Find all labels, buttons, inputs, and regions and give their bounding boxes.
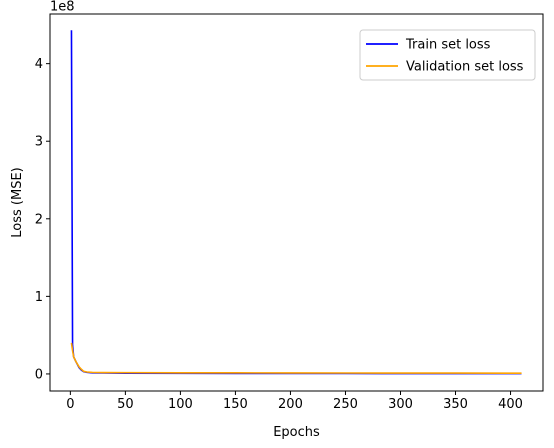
- x-tick-label: 50: [117, 397, 134, 412]
- x-tick-label: 250: [333, 397, 358, 412]
- legend-label-train: Train set loss: [405, 38, 491, 53]
- plot-frame: [49, 13, 544, 392]
- y-tick-label: 0: [35, 367, 43, 382]
- x-tick-label: 100: [168, 397, 193, 412]
- x-axis-label: Epochs: [273, 425, 320, 440]
- x-tick-label: 350: [443, 397, 468, 412]
- y-axis-label: Loss (MSE): [10, 167, 25, 237]
- y-tick-label: 3: [35, 135, 43, 150]
- x-tick-label: 0: [66, 397, 74, 412]
- ticks-layer: 0 50 100 150 200 250 300 350 400 0 1 2 3 4: [35, 57, 523, 412]
- legend-label-validation: Validation set loss: [406, 60, 524, 75]
- validation-loss-line: [70, 342, 522, 374]
- x-tick-label: 150: [223, 397, 248, 412]
- y-offset-text: 1e8: [50, 0, 75, 15]
- y-tick-label: 1: [35, 290, 43, 305]
- series-layer: [70, 30, 522, 375]
- x-tick-label: 300: [388, 397, 413, 412]
- legend: Train set loss Validation set loss: [359, 29, 536, 81]
- x-tick-label: 200: [278, 397, 303, 412]
- legend-box: [359, 29, 536, 81]
- x-tick-label: 400: [498, 397, 523, 412]
- y-tick-label: 4: [35, 57, 43, 72]
- y-tick-label: 2: [35, 212, 43, 227]
